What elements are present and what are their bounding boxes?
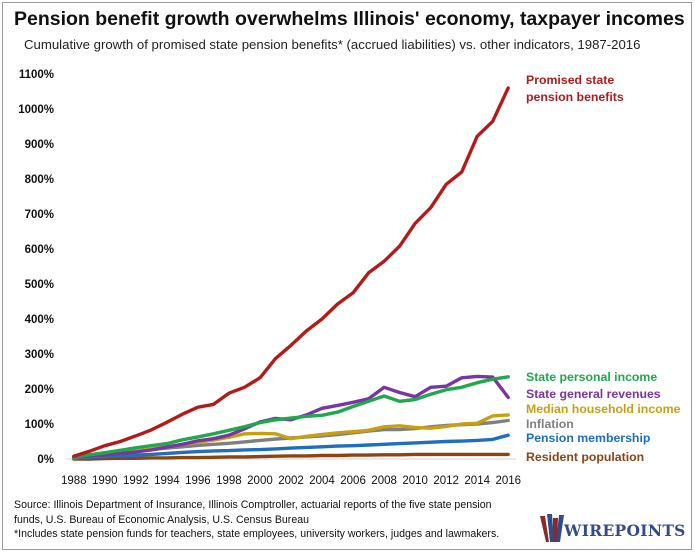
x-tick-label: 2004 bbox=[309, 475, 335, 487]
series-label-state-general-revenues: State general revenues bbox=[526, 387, 661, 401]
x-tick-label: 2008 bbox=[371, 475, 397, 487]
series-label-promised-state-pension-benefits: Promised state pension benefits bbox=[526, 73, 624, 104]
series-line-resident-population bbox=[72, 452, 510, 461]
x-tick-label: 2006 bbox=[340, 475, 366, 487]
source-line-1: Source: Illinois Department of Insurance… bbox=[14, 499, 492, 511]
chart-series-labels: Promised state pension benefits State pers… bbox=[526, 73, 681, 464]
y-tick-label: 900% bbox=[25, 139, 54, 151]
series-line-state-personal-income bbox=[72, 375, 510, 459]
x-tick-label: 1990 bbox=[92, 475, 118, 487]
logo-mark-icon bbox=[540, 514, 564, 542]
series-line-pension-membership bbox=[72, 433, 510, 460]
x-tick-label: 1998 bbox=[216, 475, 242, 487]
series-label-pension-membership: Pension membership bbox=[526, 431, 650, 445]
y-tick-label: 0% bbox=[37, 454, 54, 466]
logo-text: WIREPOINTS bbox=[564, 521, 686, 540]
series-line-promised-state-pension-benefits bbox=[72, 86, 510, 458]
series-label-resident-population: Resident population bbox=[526, 450, 644, 464]
x-tick-label: 2016 bbox=[495, 475, 521, 487]
x-tick-label: 2010 bbox=[402, 475, 428, 487]
y-tick-label: 100% bbox=[25, 419, 54, 431]
y-tick-label: 500% bbox=[25, 279, 54, 291]
source-line-2: funds, U.S. Bureau of Economic Analysis,… bbox=[14, 513, 310, 526]
x-tick-label: 2002 bbox=[278, 475, 304, 487]
x-tick-label: 1994 bbox=[154, 475, 180, 487]
chart-title: Pension benefit growth overwhelms Illino… bbox=[14, 8, 685, 30]
source-line-3: *Includes state pension funds for teache… bbox=[14, 528, 500, 540]
chart-series-lines bbox=[72, 86, 510, 461]
y-tick-label: 800% bbox=[25, 174, 54, 186]
source-note: Source: Illinois Department of Insurance… bbox=[14, 498, 534, 542]
wirepoints-logo: WIREPOINTS bbox=[538, 512, 688, 546]
series-label-state-personal-income: State personal income bbox=[526, 370, 657, 384]
x-tick-label: 1996 bbox=[185, 475, 211, 487]
y-tick-label: 1000% bbox=[18, 104, 54, 116]
x-tick-label: 1988 bbox=[61, 475, 87, 487]
series-label-median-household-income: Median household income bbox=[526, 402, 681, 416]
series-label-inflation: Inflation bbox=[526, 417, 574, 431]
chart-axes: 0% 100% 200% 300% 400% 500% 600% 700% 800% 900% 10… bbox=[18, 69, 521, 487]
x-tick-label: 1992 bbox=[123, 475, 149, 487]
y-tick-label: 400% bbox=[25, 314, 54, 326]
y-tick-label: 1100% bbox=[19, 69, 54, 81]
x-tick-label: 2014 bbox=[464, 475, 490, 487]
y-tick-label: 600% bbox=[25, 244, 54, 256]
y-tick-label: 300% bbox=[25, 349, 54, 361]
x-tick-label: 2000 bbox=[247, 475, 273, 487]
line-chart: 0% 100% 200% 300% 400% 500% 600% 700% 800% 900% 10… bbox=[18, 69, 681, 487]
chart-subtitle: Cumulative growth of promised state pens… bbox=[24, 37, 641, 52]
y-tick-label: 700% bbox=[25, 209, 54, 221]
y-tick-label: 200% bbox=[25, 384, 54, 396]
x-tick-label: 2012 bbox=[433, 475, 459, 487]
